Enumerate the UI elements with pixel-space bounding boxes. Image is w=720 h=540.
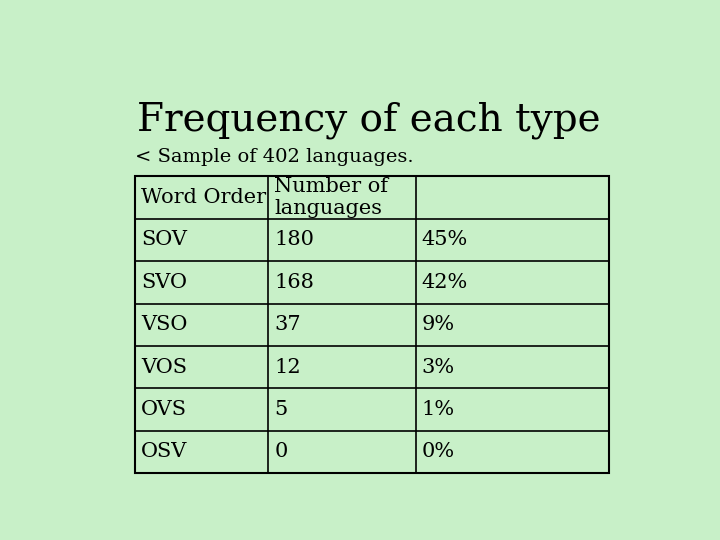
Text: VSO: VSO [141, 315, 187, 334]
Text: 180: 180 [274, 231, 315, 249]
Text: 0%: 0% [422, 442, 455, 461]
Bar [135, 177, 609, 473]
Text: 168: 168 [274, 273, 315, 292]
Text: 1%: 1% [422, 400, 455, 419]
Text: SVO: SVO [141, 273, 187, 292]
Text: 12: 12 [274, 357, 301, 376]
Text: 42%: 42% [422, 273, 468, 292]
Text: Frequency of each type: Frequency of each type [138, 102, 600, 139]
Text: Word Order: Word Order [141, 188, 266, 207]
Text: Number of
languages: Number of languages [274, 177, 389, 218]
Text: OVS: OVS [141, 400, 187, 419]
Text: 5: 5 [274, 400, 288, 419]
Bar [135, 177, 609, 473]
Text: < Sample of 402 languages.: < Sample of 402 languages. [135, 148, 413, 166]
Text: SOV: SOV [141, 231, 187, 249]
Text: 0: 0 [274, 442, 288, 461]
Text: 45%: 45% [422, 231, 468, 249]
Text: 37: 37 [274, 315, 301, 334]
Text: 9%: 9% [422, 315, 455, 334]
Text: 3%: 3% [422, 357, 455, 376]
Text: OSV: OSV [141, 442, 187, 461]
Text: VOS: VOS [141, 357, 187, 376]
